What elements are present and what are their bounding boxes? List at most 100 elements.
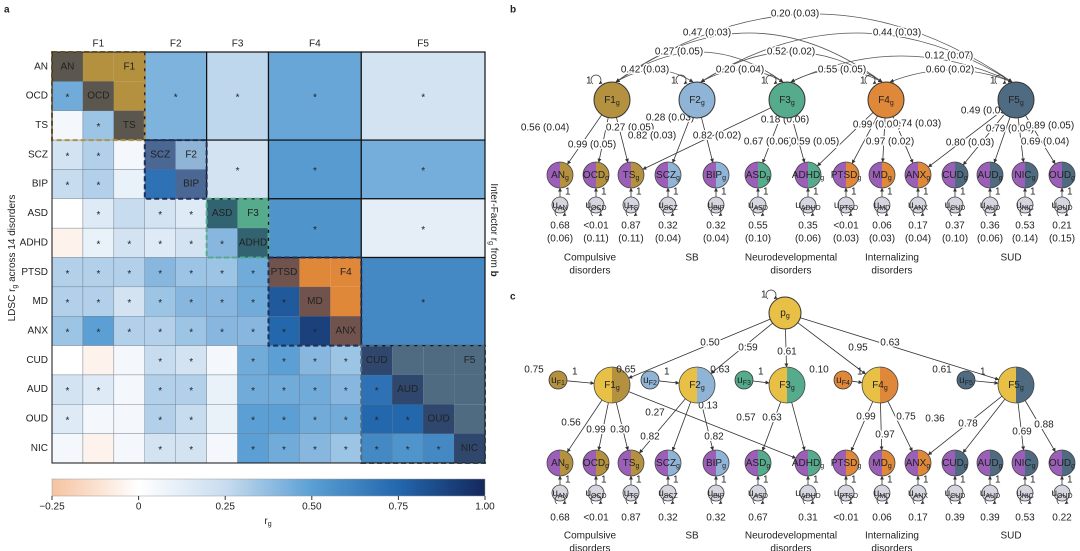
general-loading-arrow xyxy=(784,328,789,368)
subscript: g xyxy=(605,175,609,182)
fixed-variance: 1 xyxy=(673,475,679,486)
indicator-label: ADHDg xyxy=(792,170,824,183)
subscript: BIP xyxy=(713,205,725,212)
significance-star: * xyxy=(282,416,286,427)
loading-label: 0.97 (0.02) xyxy=(866,137,914,148)
indicator-label: PTSDg xyxy=(831,458,862,471)
loading-label: 0.56 xyxy=(561,418,581,429)
indicator-node-left xyxy=(1012,450,1025,476)
heatmap-cell xyxy=(144,227,176,258)
fixed-variance: 1 xyxy=(995,475,1001,486)
text-part: F2 xyxy=(689,95,701,106)
text-part: LDSC xyxy=(7,292,18,321)
diagonal-cell xyxy=(113,110,145,141)
text-part: ASD xyxy=(746,170,767,181)
indicator-node-left xyxy=(745,162,758,188)
fixed-variance: 1 xyxy=(565,187,571,198)
subscript: g xyxy=(1032,463,1036,470)
subscript: g xyxy=(1071,463,1075,470)
significance-star: * xyxy=(189,328,193,339)
text-part: u xyxy=(1051,200,1057,211)
diagonal-cell xyxy=(144,140,176,170)
variance-loop xyxy=(590,206,603,217)
residual-label: uSCZ xyxy=(658,200,678,213)
text-part: u xyxy=(834,488,840,499)
loading-arrow xyxy=(887,401,913,452)
significance-star: * xyxy=(344,445,348,456)
indicator-node-right xyxy=(955,450,968,476)
text-part: u xyxy=(908,200,914,211)
text-part: F4 xyxy=(878,95,890,106)
row-label: CUD xyxy=(26,355,48,366)
text-part: ASD xyxy=(746,458,767,469)
heatmap-cell xyxy=(237,316,269,346)
y2-axis-label: Inter-Factor rg from b xyxy=(487,183,500,276)
heatmap-frame xyxy=(51,51,486,464)
indicator-node-right xyxy=(808,450,821,476)
loading-arrow xyxy=(762,116,781,164)
heatmap-cell xyxy=(330,433,362,464)
residual-value: (0.15) xyxy=(1049,234,1075,245)
factor-residual-value: 0.75 xyxy=(524,365,544,376)
significance-star: * xyxy=(282,445,286,456)
heatmap-cell xyxy=(144,345,176,376)
subscript: g xyxy=(635,463,639,470)
factor-correlation-block xyxy=(206,51,270,141)
subscript: g xyxy=(791,100,795,107)
fixed-variance: 1 xyxy=(857,367,863,378)
general-loading-label: 0.50 xyxy=(700,338,720,349)
fixed-variance: 1 xyxy=(761,76,767,87)
residual-value: 0.87 xyxy=(621,513,641,524)
indicator-node-left xyxy=(977,162,990,188)
significance-star: * xyxy=(236,166,240,177)
loading-label: 0.74 (0.03) xyxy=(893,119,941,130)
text-part: OUD xyxy=(1049,170,1071,181)
general-loading-label: 0.59 xyxy=(738,343,758,354)
row-label: NIC xyxy=(31,443,48,454)
variance-loop xyxy=(710,494,723,505)
significance-star: * xyxy=(344,416,348,427)
indicator-node-right xyxy=(882,162,895,188)
significance-star: * xyxy=(282,298,286,309)
text-part: u xyxy=(551,375,557,386)
text-part: u xyxy=(908,488,914,499)
subscript: g xyxy=(701,385,705,392)
significance-star: * xyxy=(158,445,162,456)
loading-label: 0.82 (0.02) xyxy=(693,131,741,142)
indicator-label: ADHDg xyxy=(792,458,824,471)
subscript: g xyxy=(701,100,705,107)
subscript: g xyxy=(964,463,968,470)
fixed-variance: 1 xyxy=(565,475,571,486)
diagonal-cell xyxy=(206,198,238,229)
heatmap-cell xyxy=(113,345,145,376)
residual-label: uSCZ xyxy=(658,488,678,501)
significance-star: * xyxy=(66,181,70,192)
subscript: F2 xyxy=(649,380,657,387)
row-label: TS xyxy=(35,120,48,131)
loading-arrow xyxy=(615,402,629,451)
residual-value: <0.01 xyxy=(833,513,859,524)
residual-label: uADHD xyxy=(795,488,820,501)
subscript: g xyxy=(605,463,609,470)
indicator-node-right xyxy=(596,450,609,476)
text-part: u xyxy=(624,488,630,499)
variance-loop xyxy=(876,206,889,217)
indicator-node-right xyxy=(668,162,681,188)
text-part: OUD xyxy=(1049,458,1071,469)
text-part: OCD xyxy=(583,458,605,469)
heatmap-cell xyxy=(82,169,115,199)
loading-label: 0.99 (0.05) xyxy=(568,140,616,151)
residual-value: 0.68 xyxy=(550,513,570,524)
loading-label: 0.78 xyxy=(958,419,978,430)
general-factor-label: pg xyxy=(780,308,790,321)
heatmap-cell xyxy=(206,286,238,317)
factor-node-left xyxy=(769,367,787,403)
factor-node xyxy=(768,81,806,119)
factor-label: F1g xyxy=(604,95,620,108)
text-part: u xyxy=(980,488,986,499)
fixed-variance: 1 xyxy=(1030,475,1036,486)
significance-star: * xyxy=(96,122,100,133)
fixed-variance: 1 xyxy=(960,187,966,198)
factor-label: F5g xyxy=(1008,380,1024,393)
